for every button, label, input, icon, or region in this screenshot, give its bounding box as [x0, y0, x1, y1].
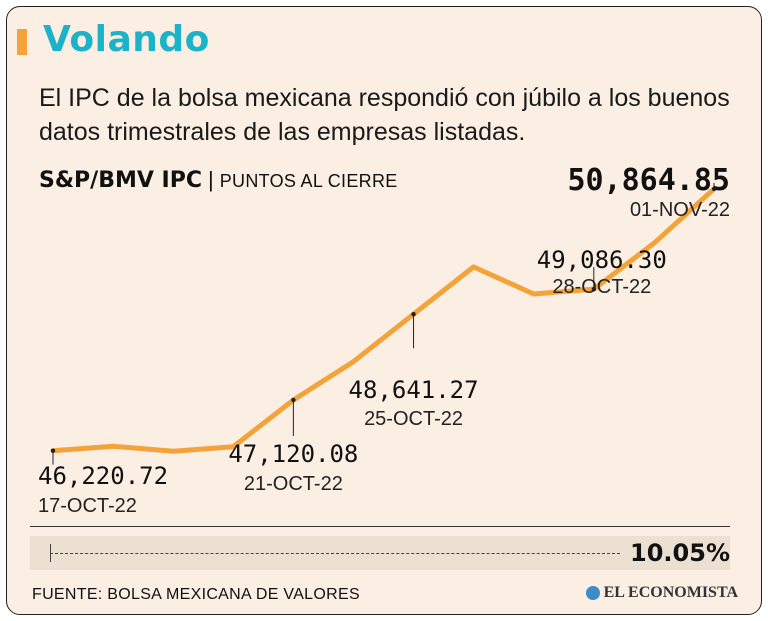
infographic-card: Volando El IPC de la bolsa mexicana resp…	[6, 6, 762, 615]
data-label-value: 49,086.30	[537, 246, 667, 274]
chart-heading: S&P/BMV IPC | PUNTOS AL CIERRE	[39, 167, 398, 193]
page-title: Volando	[43, 19, 210, 60]
data-label-value: 48,641.27	[349, 376, 479, 404]
chart-title-separator: |	[208, 167, 214, 192]
accent-bar	[17, 29, 27, 55]
data-label-value: 50,864.85	[567, 163, 730, 198]
chart-unit-label: PUNTOS AL CIERRE	[219, 171, 398, 191]
source-note: FUENTE: BOLSA MEXICANA DE VALORES	[32, 586, 360, 603]
data-label-date: 21-OCT-22	[244, 473, 343, 495]
percent-change: 10.05%	[630, 539, 730, 567]
brand-mark-icon	[585, 586, 600, 600]
ipc-series-line	[50, 186, 717, 454]
subtitle: El IPC de la bolsa mexicana respondió co…	[39, 84, 730, 146]
chart-title: S&P/BMV IPC	[39, 168, 202, 193]
change-bar: 10.05%	[30, 536, 730, 570]
data-label-date: 01-NOV-22	[630, 199, 730, 221]
data-point-marker	[411, 312, 416, 317]
brand-logo: EL ECONOMISTA	[585, 584, 738, 602]
divider	[30, 526, 730, 527]
brand-name: EL ECONOMISTA	[603, 584, 738, 601]
data-label-date: 25-OCT-22	[364, 408, 463, 430]
data-label-value: 46,220.72	[38, 462, 168, 490]
data-label-value: 47,120.08	[228, 440, 358, 468]
data-label-date: 28-OCT-22	[552, 276, 651, 298]
data-point-marker	[291, 397, 296, 403]
data-label-date: 17-OCT-22	[38, 495, 137, 517]
change-bar-dashed-line	[50, 553, 620, 554]
